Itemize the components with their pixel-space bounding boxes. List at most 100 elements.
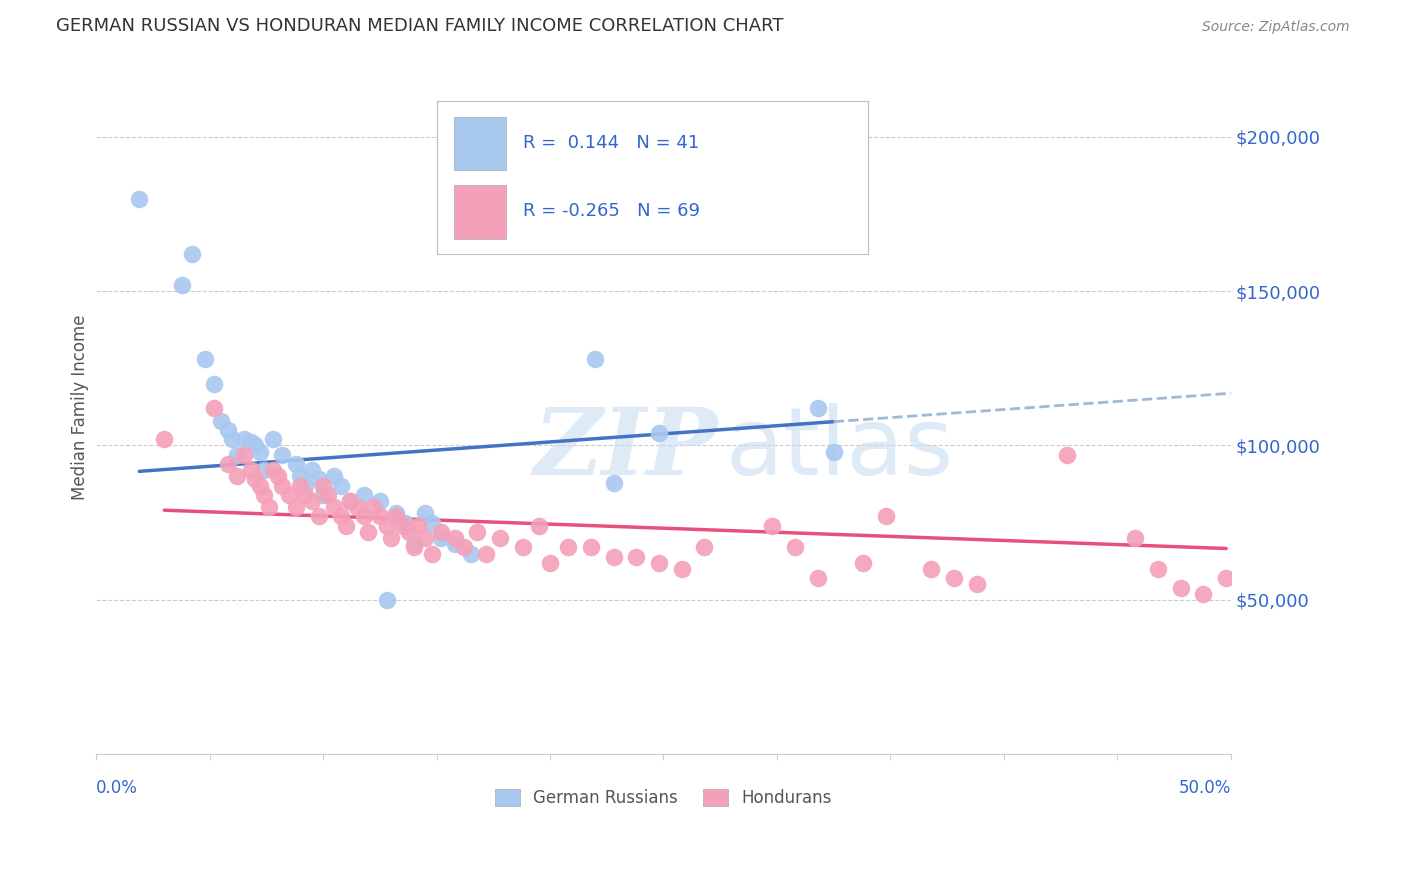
Point [443, 537, 465, 551]
Point [290, 478, 312, 492]
Point [453, 541, 475, 555]
Point [398, 524, 420, 539]
Point [312, 478, 335, 492]
Point [1170, 581, 1192, 595]
Point [301, 463, 323, 477]
Point [375, 592, 398, 607]
Point [430, 524, 453, 539]
Point [262, 433, 284, 447]
Point [402, 541, 425, 555]
Point [420, 516, 443, 530]
Point [202, 376, 225, 391]
Point [128, 192, 150, 206]
Point [443, 531, 465, 545]
Point [267, 469, 290, 483]
Point [375, 518, 398, 533]
Point [153, 433, 176, 447]
Text: 0.0%: 0.0% [96, 779, 138, 797]
Point [942, 571, 965, 585]
Point [249, 444, 271, 458]
Point [172, 277, 194, 292]
Point [1056, 448, 1078, 462]
Point [783, 541, 806, 555]
Point [202, 401, 225, 416]
Point [308, 509, 330, 524]
Point [290, 469, 312, 483]
Point [312, 488, 335, 502]
Point [225, 469, 247, 483]
Point [335, 518, 357, 533]
Point [308, 473, 330, 487]
Point [1147, 562, 1170, 576]
Point [823, 444, 845, 458]
Point [271, 478, 294, 492]
Point [221, 433, 243, 447]
Point [368, 509, 391, 524]
Point [761, 518, 783, 533]
Point [408, 518, 430, 533]
Point [239, 463, 262, 477]
Point [413, 507, 436, 521]
Point [232, 448, 254, 462]
Point [527, 518, 550, 533]
Point [966, 577, 988, 591]
Point [278, 488, 301, 502]
Point [361, 500, 384, 515]
Point [1192, 587, 1215, 601]
Point [346, 500, 368, 515]
Point [1215, 571, 1237, 585]
Point [323, 500, 346, 515]
Point [284, 500, 307, 515]
Point [467, 524, 489, 539]
Point [538, 556, 561, 570]
Point [301, 494, 323, 508]
Point [852, 556, 875, 570]
Point [209, 414, 232, 428]
Point [807, 571, 830, 585]
Point [368, 494, 391, 508]
Point [648, 556, 671, 570]
Point [1125, 531, 1147, 545]
Point [239, 435, 262, 450]
Point [339, 494, 361, 508]
Point [391, 518, 413, 533]
Point [602, 475, 624, 490]
Text: GERMAN RUSSIAN VS HONDURAN MEDIAN FAMILY INCOME CORRELATION CHART: GERMAN RUSSIAN VS HONDURAN MEDIAN FAMILY… [56, 17, 783, 35]
Point [257, 500, 280, 515]
Point [253, 463, 276, 477]
Point [512, 541, 534, 555]
Y-axis label: Median Family Income: Median Family Income [72, 314, 89, 500]
Point [693, 541, 716, 555]
Point [583, 352, 606, 367]
Point [217, 423, 239, 437]
Point [413, 531, 436, 545]
Point [232, 433, 254, 447]
Point [253, 488, 276, 502]
Point [579, 541, 602, 555]
Point [225, 448, 247, 462]
Point [353, 488, 375, 502]
Point [330, 509, 353, 524]
Point [648, 426, 671, 441]
Point [353, 509, 375, 524]
Point [194, 352, 217, 367]
Point [807, 401, 830, 416]
Point [602, 549, 624, 564]
Point [217, 457, 239, 471]
Text: ZIP: ZIP [533, 403, 717, 493]
Text: 50.0%: 50.0% [1178, 779, 1230, 797]
Point [475, 547, 498, 561]
Point [357, 524, 380, 539]
Point [875, 509, 897, 524]
Point [420, 547, 443, 561]
Point [626, 549, 648, 564]
Point [262, 463, 284, 477]
Text: Source: ZipAtlas.com: Source: ZipAtlas.com [1202, 21, 1350, 34]
Point [294, 488, 316, 502]
Legend: German Russians, Hondurans: German Russians, Hondurans [486, 780, 841, 815]
Point [402, 537, 425, 551]
Point [243, 438, 266, 452]
Point [489, 531, 512, 545]
Point [394, 516, 416, 530]
Point [380, 531, 402, 545]
